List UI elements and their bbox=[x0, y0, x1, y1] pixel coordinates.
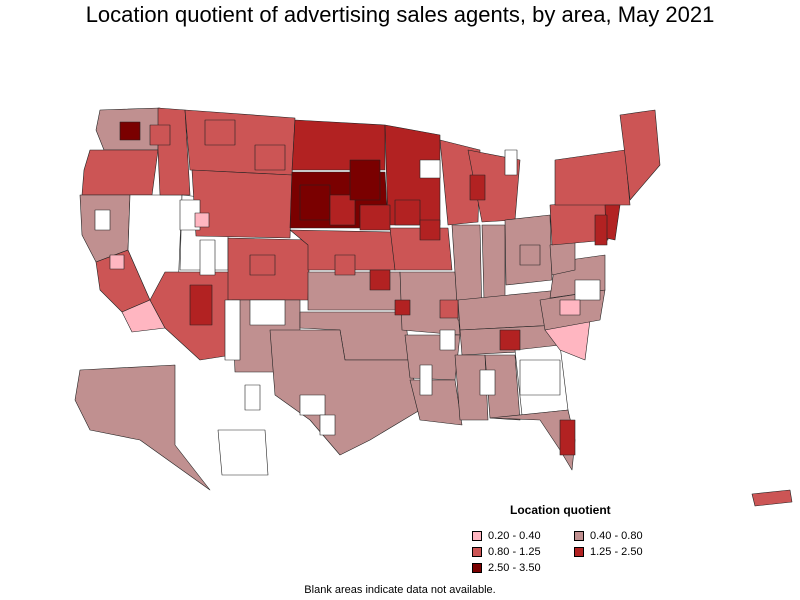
area-cell-11 bbox=[559, 419, 576, 456]
area-cell-18 bbox=[254, 144, 286, 171]
legend-label-1: 0.40 - 0.80 bbox=[590, 530, 643, 542]
area-cell-22 bbox=[199, 239, 216, 276]
legend-item-2: 0.80 - 1.25 bbox=[472, 546, 541, 558]
area-cell-23 bbox=[94, 209, 111, 231]
area-cell-38 bbox=[504, 149, 518, 176]
indiana-region bbox=[481, 224, 506, 301]
legend-swatch-4 bbox=[472, 563, 482, 573]
area-cell-2 bbox=[349, 159, 381, 201]
area-cell-24 bbox=[109, 254, 125, 270]
new-england-region bbox=[619, 109, 661, 201]
legend-item-0: 0.20 - 0.40 bbox=[472, 530, 541, 542]
area-cell-12 bbox=[189, 284, 213, 326]
legend-item-3: 1.25 - 2.50 bbox=[574, 546, 643, 558]
area-cell-27 bbox=[249, 299, 286, 326]
west-virginia-region bbox=[549, 239, 576, 276]
area-cell-31 bbox=[519, 359, 561, 396]
area-cell-29 bbox=[419, 364, 433, 396]
area-cell-30 bbox=[479, 369, 496, 396]
legend: Location quotient 0.20 - 0.40 0.40 - 0.8… bbox=[468, 503, 698, 583]
area-cell-37 bbox=[419, 159, 441, 179]
oregon-region bbox=[81, 149, 159, 196]
area-cell-10 bbox=[499, 329, 521, 351]
alaska-region bbox=[74, 364, 211, 491]
idaho-region bbox=[157, 107, 191, 196]
area-cell-34 bbox=[574, 279, 601, 301]
legend-item-1: 0.40 - 0.80 bbox=[574, 530, 643, 542]
florida-region bbox=[489, 409, 576, 471]
puerto-rico-region bbox=[751, 489, 793, 507]
area-cell-16 bbox=[249, 254, 276, 276]
legend-label-2: 0.80 - 1.25 bbox=[488, 546, 541, 558]
map-regions bbox=[74, 107, 793, 507]
legend-swatch-3 bbox=[574, 547, 584, 557]
texas-region bbox=[269, 329, 421, 456]
area-cell-6 bbox=[119, 121, 141, 141]
area-cell-25 bbox=[194, 212, 210, 228]
map-title: Location quotient of advertising sales a… bbox=[85, 2, 715, 27]
area-cell-0 bbox=[299, 184, 331, 221]
area-cell-19 bbox=[519, 244, 541, 266]
area-cell-33 bbox=[319, 414, 336, 436]
area-cell-7 bbox=[149, 124, 171, 146]
area-cell-15 bbox=[334, 254, 356, 276]
area-cell-32 bbox=[299, 394, 326, 416]
legend-swatch-0 bbox=[472, 531, 482, 541]
legend-label-3: 1.25 - 2.50 bbox=[590, 546, 643, 558]
area-cell-13 bbox=[469, 174, 486, 201]
area-cell-9 bbox=[394, 299, 411, 316]
area-cell-35 bbox=[559, 299, 581, 316]
area-cell-14 bbox=[594, 214, 608, 246]
legend-swatch-2 bbox=[472, 547, 482, 557]
legend-item-4: 2.50 - 3.50 bbox=[472, 562, 541, 574]
legend-label-4: 2.50 - 3.50 bbox=[488, 562, 541, 574]
legend-label-0: 0.20 - 0.40 bbox=[488, 530, 541, 542]
area-cell-3 bbox=[359, 204, 391, 231]
legend-swatch-1 bbox=[574, 531, 584, 541]
area-cell-26 bbox=[224, 299, 241, 361]
wyoming-region bbox=[191, 169, 293, 239]
area-cell-17 bbox=[204, 119, 236, 146]
area-cell-36 bbox=[244, 384, 261, 411]
legend-title: Location quotient bbox=[510, 503, 611, 517]
footnote: Blank areas indicate data not available. bbox=[304, 584, 496, 596]
area-cell-8 bbox=[369, 269, 391, 291]
new-york-region bbox=[554, 149, 631, 206]
area-cell-5 bbox=[419, 219, 441, 241]
louisiana-region bbox=[409, 379, 463, 426]
north-dakota-region bbox=[291, 119, 386, 171]
area-cell-20 bbox=[439, 299, 459, 319]
hawaii-region bbox=[217, 429, 269, 476]
area-cell-28 bbox=[439, 329, 456, 351]
area-cell-4 bbox=[394, 199, 421, 226]
